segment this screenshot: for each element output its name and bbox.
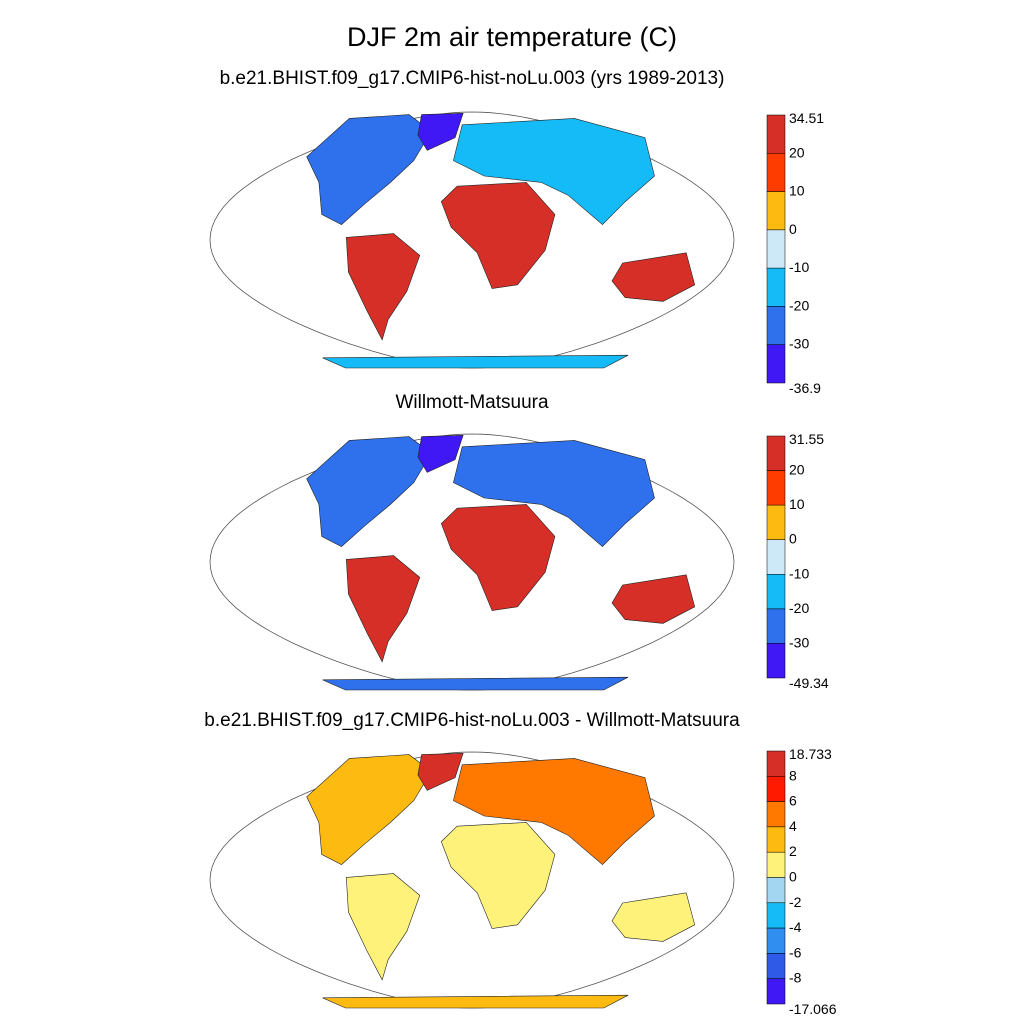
map-panel-1 <box>209 111 735 369</box>
colorbar-label: -20 <box>789 297 809 313</box>
colorbar-label: 20 <box>789 144 805 160</box>
colorbar-label: 2 <box>789 843 797 859</box>
colorbar-swatch <box>766 776 786 802</box>
colorbar-label: -30 <box>789 634 809 650</box>
map-panel-2 <box>209 433 735 691</box>
region-greenland <box>417 752 464 791</box>
colorbar-1: 34.51 20 10 0 -10 -20 -30 -36.9 <box>766 110 824 396</box>
region-eurasia <box>453 118 655 226</box>
colorbar-label: 0 <box>789 531 797 547</box>
region-south-america <box>345 873 421 981</box>
colorbar-label: -8 <box>789 970 802 986</box>
region-australia <box>611 574 696 624</box>
colorbar-label: -10 <box>789 259 809 275</box>
colorbar-swatch <box>766 953 786 979</box>
colorbar-swatch <box>766 826 786 853</box>
region-australia <box>611 892 696 942</box>
colorbar-swatch <box>766 435 786 471</box>
region-antarctica <box>322 354 629 369</box>
colorbar-swatch <box>766 750 786 777</box>
colorbar-label: 10 <box>789 183 805 199</box>
colorbar-label: 6 <box>789 793 797 809</box>
colorbar-label: -30 <box>789 336 809 352</box>
colorbar-swatch <box>766 877 786 904</box>
colorbar-label: -17.066 <box>789 1001 837 1017</box>
region-africa <box>440 822 556 929</box>
colorbar-swatch <box>766 574 786 610</box>
colorbar-2: 31.55 20 10 0 -10 -20 -30 -49.34 <box>766 431 829 691</box>
colorbar-swatch <box>766 851 786 878</box>
colorbar-label: -20 <box>789 600 809 616</box>
colorbar-swatch <box>766 608 786 644</box>
panel-2-title: Willmott-Matsuura <box>395 392 549 413</box>
colorbar-swatch <box>766 927 786 954</box>
colorbar-label: -2 <box>789 894 802 910</box>
colorbar-swatch <box>766 643 786 679</box>
colorbar-label: -6 <box>789 944 802 960</box>
colorbar-swatch <box>766 539 786 575</box>
colorbar-swatch <box>766 191 786 231</box>
region-africa <box>440 504 556 611</box>
colorbar-label: 0 <box>789 221 797 237</box>
colorbar-label: 0 <box>789 869 797 885</box>
panel-1-title: b.e21.BHIST.f09_g17.CMIP6-hist-noLu.003 … <box>219 68 725 89</box>
colorbar-swatch <box>766 229 786 269</box>
region-africa <box>440 182 556 289</box>
region-antarctica <box>322 676 629 691</box>
figure-title: DJF 2m air temperature (C) <box>346 22 678 52</box>
colorbar-label: -4 <box>789 919 802 935</box>
colorbar-swatch <box>766 470 786 506</box>
panel-3-title: b.e21.BHIST.f09_g17.CMIP6-hist-noLu.003 … <box>204 710 740 731</box>
region-south-america <box>345 555 421 663</box>
region-eurasia <box>453 758 655 866</box>
colorbar-swatch <box>766 978 786 1005</box>
colorbar-label: 10 <box>789 496 805 512</box>
colorbar-label: 18.733 <box>789 746 832 762</box>
colorbar-label: -49.34 <box>789 675 829 691</box>
map-panel-3 <box>209 751 735 1009</box>
colorbar-swatch <box>766 801 786 828</box>
colorbar-swatch <box>766 267 786 307</box>
colorbar-swatch <box>766 153 786 192</box>
colorbar-label: 34.51 <box>789 110 824 126</box>
colorbar-label: 31.55 <box>789 431 824 447</box>
colorbar-label: 4 <box>789 818 797 834</box>
colorbar-swatch <box>766 306 786 345</box>
region-antarctica <box>322 994 629 1009</box>
region-south-america <box>345 233 421 341</box>
colorbar-swatch <box>766 902 786 929</box>
colorbar-label: -10 <box>789 565 809 581</box>
colorbar-label: -36.9 <box>789 380 821 396</box>
colorbar-swatch <box>766 114 786 154</box>
colorbar-3: 18.733 8 6 4 2 0 -2 -4 -6 -8 -17.066 <box>766 746 837 1017</box>
colorbar-label: 20 <box>789 462 805 478</box>
region-australia <box>611 252 696 302</box>
region-greenland <box>417 112 464 151</box>
region-eurasia <box>453 440 655 548</box>
region-greenland <box>417 434 464 473</box>
colorbar-label: 8 <box>789 767 797 783</box>
colorbar-swatch <box>766 504 786 540</box>
colorbar-swatch <box>766 344 786 384</box>
